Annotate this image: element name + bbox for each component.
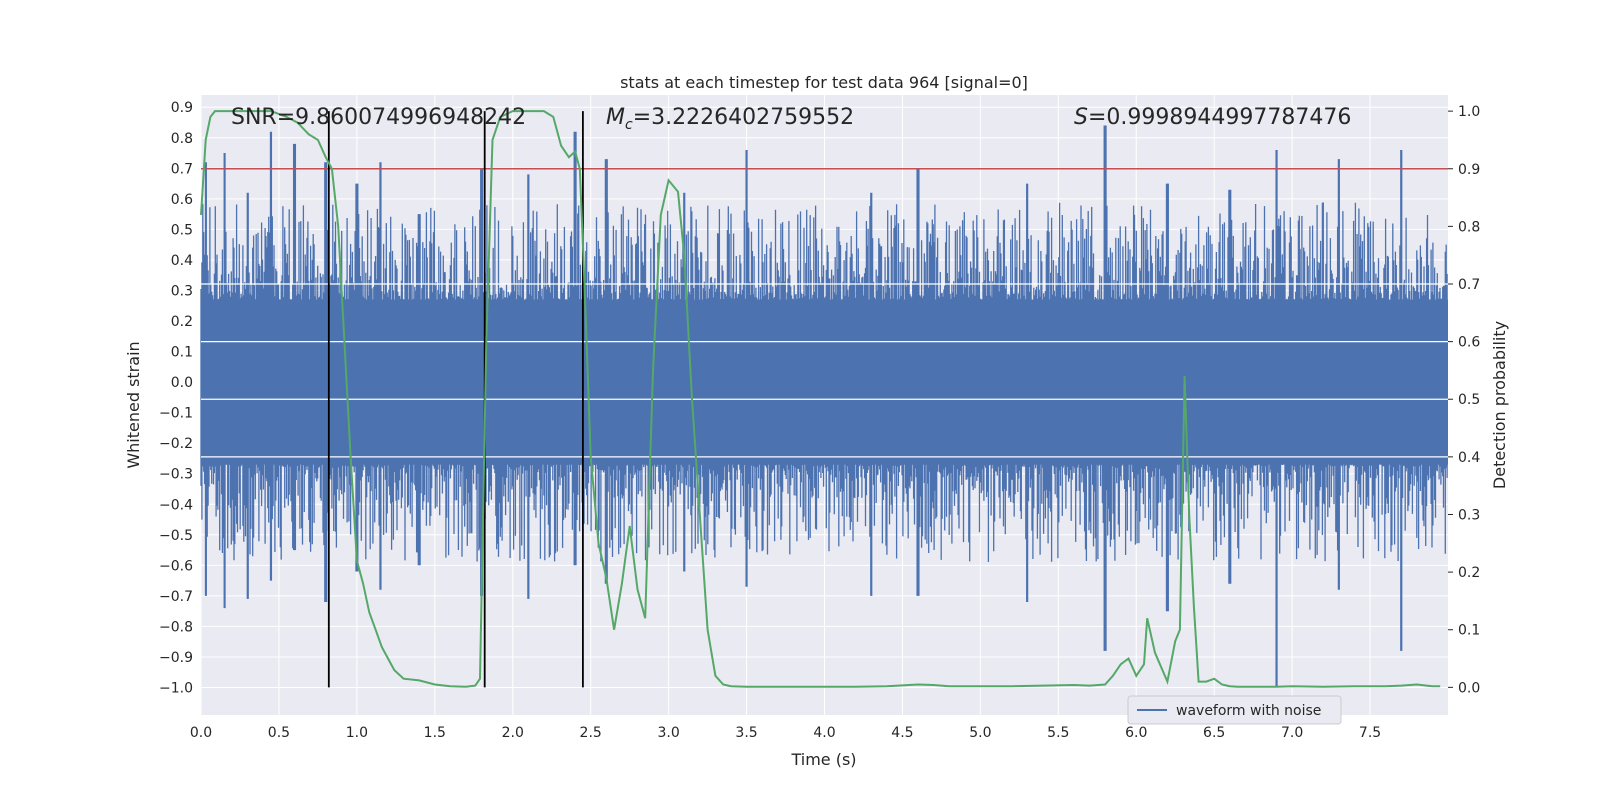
legend-label: waveform with noise (1176, 703, 1321, 719)
x-tick-label: 7.5 (1359, 725, 1381, 741)
legend: waveform with noise (1127, 695, 1342, 725)
legend-box (1127, 695, 1342, 725)
detection-probability-line (200, 110, 1441, 688)
left-tick-label: 0.7 (171, 161, 193, 177)
x-tick-label: 6.5 (1203, 725, 1225, 741)
right-tick-label: 0.4 (1458, 450, 1480, 466)
right-tick-label: 0.0 (1458, 680, 1480, 696)
left-tick-label: 0.0 (171, 375, 193, 391)
s-symbol: S (1074, 105, 1088, 130)
right-tick-label: 0.7 (1458, 277, 1480, 293)
x-tick-label: 3.5 (735, 725, 757, 741)
right-tick-label: 0.9 (1458, 162, 1480, 178)
chirp-mass-annotation: Mc=3.2226402759552 (606, 105, 854, 133)
left-tick-label: 0.3 (171, 283, 193, 299)
snr-annotation: SNR=9.860074996948242 (231, 105, 526, 130)
left-tick-label: −0.9 (159, 650, 193, 666)
left-tick-label: −0.1 (159, 406, 193, 422)
left-tick-label: −0.6 (159, 558, 193, 574)
right-tick-label: 0.3 (1458, 507, 1480, 523)
x-tick-label: 5.5 (1047, 725, 1069, 741)
right-tick-label: 0.8 (1458, 219, 1480, 235)
left-tick-label: 0.8 (171, 131, 193, 147)
left-tick-label: 0.1 (171, 345, 193, 361)
x-tick-label: 0.5 (268, 725, 290, 741)
right-tick-label: 0.1 (1458, 623, 1480, 639)
left-tick-label: −0.8 (159, 619, 193, 635)
waveform-series (200, 125, 1448, 688)
x-tick-label: 5.0 (969, 725, 991, 741)
right-tick-label: 0.6 (1458, 335, 1480, 351)
x-axis-ticks: 0.0 0.5 1.0 1.5 2.0 2.5 3.0 3.5 4.0 4.5 5.0 5.5 6.0 6… (190, 725, 1381, 741)
waveform-core (201, 299, 1448, 465)
x-tick-label: 1.5 (424, 725, 446, 741)
x-tick-label: 1.0 (346, 725, 368, 741)
chirp-mass-value: =3.2226402759552 (633, 105, 854, 130)
x-tick-label: 2.5 (580, 725, 602, 741)
left-axis-ticks: 0.9 0.8 0.7 0.6 0.5 0.4 0.3 0.2 0.1 0.0 −0.1 −0.2 −0… (159, 100, 193, 696)
left-tick-label: −0.3 (159, 467, 193, 483)
right-tick-label: 0.2 (1458, 565, 1480, 581)
left-tick-label: −0.5 (159, 528, 193, 544)
left-tick-label: 0.5 (171, 222, 193, 238)
left-tick-label: −0.4 (159, 497, 193, 513)
right-axis-ticks: 1.0 0.9 0.8 0.7 0.6 0.5 0.4 0.3 0.2 0.1 0.0 (1448, 104, 1480, 696)
left-tick-label: −0.2 (159, 436, 193, 452)
left-tick-label: 0.6 (171, 192, 193, 208)
x-tick-label: 4.0 (813, 725, 835, 741)
chirp-mass-symbol: M (606, 105, 625, 130)
left-tick-label: 0.4 (171, 253, 193, 269)
x-axis-label: Time (s) (790, 750, 856, 769)
left-axis-label: Whitened strain (124, 341, 143, 468)
left-tick-label: 0.2 (171, 314, 193, 330)
left-tick-label: 0.9 (171, 100, 193, 116)
right-tick-label: 1.0 (1458, 104, 1480, 120)
right-axis-label: Detection probability (1490, 321, 1509, 489)
s-annotation: S=0.9998944997787476 (1074, 105, 1351, 130)
chirp-mass-subscript: c (625, 117, 633, 133)
x-tick-label: 7.0 (1281, 725, 1303, 741)
right-tick-label: 0.5 (1458, 392, 1480, 408)
x-tick-label: 4.5 (891, 725, 913, 741)
s-value: =0.9998944997787476 (1088, 105, 1351, 130)
x-tick-label: 3.0 (657, 725, 679, 741)
left-tick-label: −1.0 (159, 681, 193, 697)
left-tick-label: −0.7 (159, 589, 193, 605)
x-tick-label: 6.0 (1125, 725, 1147, 741)
chart-title: stats at each timestep for test data 964… (620, 73, 1028, 92)
x-tick-label: 0.0 (190, 725, 212, 741)
x-tick-label: 2.0 (502, 725, 524, 741)
